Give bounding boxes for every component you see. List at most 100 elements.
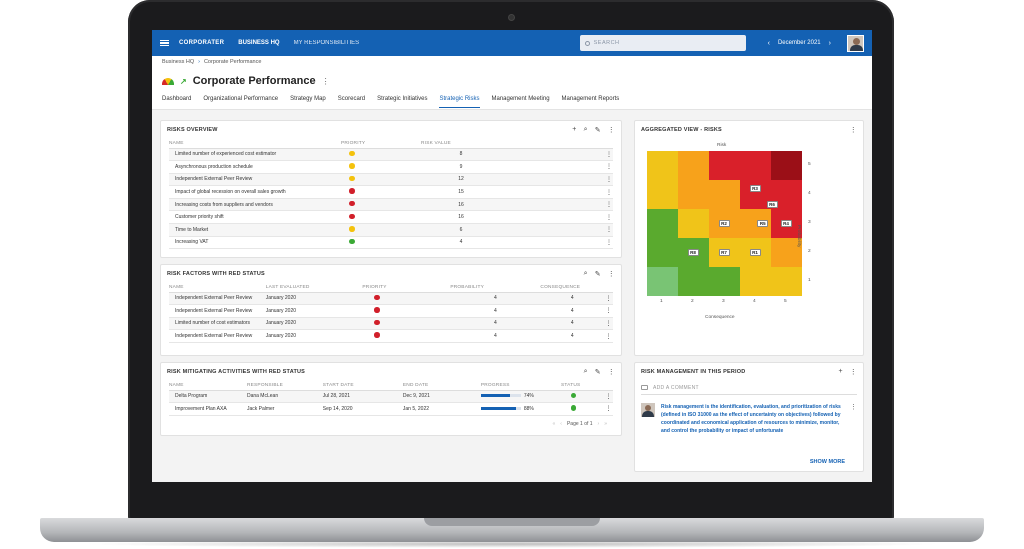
- heatmap-cell[interactable]: [678, 151, 709, 180]
- user-avatar[interactable]: [847, 34, 864, 52]
- col-progress[interactable]: PROGRESS: [480, 381, 561, 391]
- heatmap-cell[interactable]: [647, 238, 678, 267]
- heatmap-cell[interactable]: [647, 267, 678, 296]
- row-more-icon[interactable]: ⋮: [604, 390, 613, 404]
- heatmap-cell[interactable]: [771, 238, 802, 267]
- more-icon[interactable]: ⋮: [849, 127, 857, 134]
- col-risk-value[interactable]: RISK VALUE: [421, 139, 501, 149]
- table-row[interactable]: Independent External Peer Review January …: [169, 329, 613, 343]
- app-logo[interactable]: CORPORATER: [179, 40, 225, 46]
- show-more-button[interactable]: SHOW MORE: [809, 459, 845, 465]
- first-page-icon[interactable]: «: [552, 420, 556, 427]
- more-icon[interactable]: ⋮: [607, 127, 615, 134]
- heatmap-cell[interactable]: [678, 267, 709, 296]
- col-name[interactable]: NAME: [169, 139, 341, 149]
- tab-dashboard[interactable]: Dashboard: [162, 96, 192, 102]
- menu-icon[interactable]: [160, 39, 169, 47]
- search-icon[interactable]: ⌕: [583, 270, 588, 277]
- risk-marker[interactable]: R2: [718, 219, 730, 227]
- next-page-icon[interactable]: ›: [597, 420, 600, 427]
- table-row[interactable]: Limited number of experienced cost estim…: [169, 148, 613, 162]
- row-more-icon[interactable]: ⋮: [605, 148, 613, 162]
- heatmap-cell[interactable]: [678, 209, 709, 238]
- comment-more-icon[interactable]: ⋮: [850, 404, 857, 411]
- prev-period-icon[interactable]: ‹: [767, 39, 770, 47]
- more-icon[interactable]: ⋮: [607, 271, 615, 278]
- nav-my-responsibilities[interactable]: MY RESPONSIBILITIES: [293, 40, 360, 46]
- heatmap-cell[interactable]: [647, 180, 678, 209]
- table-row[interactable]: Time to Market 6 ⋮: [169, 223, 613, 237]
- tab-management-reports[interactable]: Management Reports: [561, 96, 620, 102]
- table-row[interactable]: Asynchronous production schedule 9 ⋮: [169, 160, 613, 174]
- heatmap-cell[interactable]: [709, 180, 740, 209]
- row-more-icon[interactable]: ⋮: [605, 160, 613, 174]
- row-more-icon[interactable]: ⋮: [605, 236, 613, 250]
- more-icon[interactable]: ⋮: [607, 369, 615, 376]
- tab-management-meeting[interactable]: Management Meeting: [491, 96, 550, 102]
- col-name[interactable]: NAME: [169, 381, 247, 391]
- risk-marker[interactable]: R7: [718, 248, 730, 256]
- row-more-icon[interactable]: ⋮: [604, 304, 613, 318]
- col-consequence[interactable]: CONSEQUENCE: [540, 283, 605, 293]
- table-row[interactable]: Customer priority shift 16 ⋮: [169, 210, 613, 225]
- search-icon[interactable]: ⌕: [583, 368, 588, 375]
- row-more-icon[interactable]: ⋮: [605, 198, 613, 212]
- edit-icon[interactable]: ✎: [594, 369, 601, 376]
- row-more-icon[interactable]: ⋮: [605, 185, 613, 199]
- col-last-evaluated[interactable]: LAST EVALUATED: [265, 283, 363, 293]
- col-status[interactable]: STATUS: [560, 381, 605, 391]
- search-input[interactable]: SEARCH: [579, 35, 746, 51]
- heatmap-cell[interactable]: [647, 151, 678, 180]
- col-priority[interactable]: PRIORITY: [341, 139, 421, 149]
- tab-strategic-risks[interactable]: Strategic Risks: [439, 96, 480, 108]
- page-more-icon[interactable]: ⋮: [321, 76, 330, 86]
- heatmap-cell[interactable]: [771, 151, 802, 180]
- risk-marker[interactable]: R4: [780, 219, 792, 227]
- risk-marker[interactable]: R5: [757, 219, 769, 227]
- prev-page-icon[interactable]: ‹: [560, 420, 562, 427]
- row-more-icon[interactable]: ⋮: [604, 292, 613, 306]
- heatmap-cell[interactable]: [647, 209, 678, 238]
- table-row[interactable]: Independent External Peer Review January …: [169, 304, 613, 318]
- risk-marker[interactable]: R6: [766, 200, 778, 208]
- breadcrumb-root[interactable]: Business HQ: [162, 59, 195, 65]
- col-end-date[interactable]: END DATE: [402, 381, 481, 391]
- heatmap-cell[interactable]: [771, 267, 802, 296]
- add-icon[interactable]: +: [572, 126, 577, 133]
- search-icon[interactable]: ⌕: [583, 126, 588, 133]
- table-row[interactable]: Delta Program Dana McLean Jul 28, 2021 Dec …: [169, 390, 613, 404]
- row-more-icon[interactable]: ⋮: [605, 223, 613, 237]
- tab-scorecard[interactable]: Scorecard: [337, 96, 366, 102]
- col-priority[interactable]: PRIORITY: [362, 283, 451, 293]
- tab-organizational-performance[interactable]: Organizational Performance: [203, 96, 279, 102]
- heatmap-cell[interactable]: [709, 151, 740, 180]
- table-row[interactable]: Independent External Peer Review 12 ⋮: [169, 173, 613, 187]
- period-label[interactable]: December 2021: [777, 40, 821, 46]
- nav-business-hq[interactable]: BUSINESS HQ: [238, 40, 280, 46]
- table-row[interactable]: Limited number of cost estimators January…: [169, 317, 613, 331]
- risk-marker[interactable]: R1: [749, 248, 761, 256]
- heatmap-cell[interactable]: [678, 180, 709, 209]
- table-row[interactable]: Improvement Plan AXA Jack Palmer Sep 14, 2…: [169, 402, 613, 416]
- row-more-icon[interactable]: ⋮: [605, 173, 613, 187]
- col-name[interactable]: NAME: [169, 283, 266, 293]
- last-page-icon[interactable]: »: [604, 420, 607, 427]
- heatmap-cell[interactable]: [709, 267, 740, 296]
- heatmap-cell[interactable]: [740, 151, 771, 180]
- row-more-icon[interactable]: ⋮: [604, 402, 613, 416]
- risk-marker[interactable]: R8: [687, 248, 699, 256]
- table-row[interactable]: Increasing costs from suppliers and vend…: [169, 198, 613, 212]
- risk-marker[interactable]: R3: [749, 184, 761, 192]
- row-more-icon[interactable]: ⋮: [604, 329, 613, 343]
- tab-strategy-map[interactable]: Strategy Map: [290, 96, 326, 102]
- table-row[interactable]: Increasing VAT 4 ⋮: [169, 236, 613, 250]
- table-row[interactable]: Independent External Peer Review January …: [169, 292, 613, 306]
- table-row[interactable]: Impact of global recession on overall sa…: [169, 185, 613, 199]
- col-responsible[interactable]: RESPONSIBLE: [246, 381, 323, 391]
- add-icon[interactable]: +: [838, 368, 843, 375]
- col-probability[interactable]: PROBABILITY: [450, 283, 541, 293]
- row-more-icon[interactable]: ⋮: [605, 210, 613, 225]
- comment-input[interactable]: ADD A COMMENT: [641, 381, 857, 395]
- tab-strategic-initiatives[interactable]: Strategic Initiatives: [377, 96, 428, 102]
- col-start-date[interactable]: START DATE: [322, 381, 403, 391]
